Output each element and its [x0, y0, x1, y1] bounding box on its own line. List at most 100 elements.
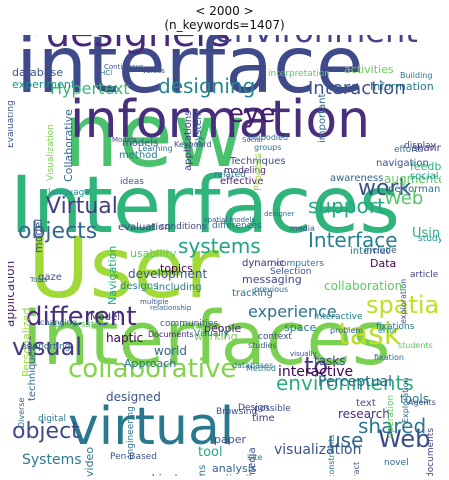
word-114: text — [356, 397, 376, 409]
word-30: use — [328, 428, 364, 452]
word-145: constraints — [327, 434, 336, 476]
word-69: Collaborative — [62, 108, 75, 182]
word-79: effective — [220, 175, 264, 187]
word-42: collaboration — [324, 278, 403, 293]
word-162: changing — [40, 318, 77, 328]
word-41: development — [128, 266, 208, 281]
word-10: Interaction — [308, 77, 406, 99]
word-139: Embodied — [248, 133, 289, 143]
word-112: documents — [426, 428, 436, 476]
word-51: tasks — [314, 353, 346, 368]
word-135: Visualization — [46, 124, 56, 182]
word-36: Perceptual — [318, 374, 393, 391]
word-94: problem — [330, 326, 364, 336]
word-70: Data — [370, 256, 397, 270]
word-44: experiment — [12, 77, 76, 91]
word-31: Web — [378, 424, 431, 453]
chart-title: < 2000 > — [195, 4, 254, 18]
word-13: Hypertext — [50, 79, 130, 99]
word-62: paper — [214, 432, 246, 446]
word-56: world — [154, 343, 188, 358]
word-171: relationship — [150, 304, 192, 313]
word-153: studies — [248, 341, 277, 351]
word-126: display — [404, 141, 436, 152]
word-71: internet — [350, 245, 390, 257]
word-72: article — [410, 270, 439, 281]
word-167: designer — [264, 210, 295, 219]
word-58: people — [204, 321, 242, 335]
word-4: User — [28, 218, 220, 317]
word-118: Selection — [270, 267, 312, 278]
word-5: interfaces — [22, 296, 391, 383]
word-23: visual — [12, 332, 82, 361]
word-46: Information — [370, 79, 434, 93]
word-168: spatial models — [204, 216, 255, 225]
word-19: different — [26, 301, 137, 332]
word-60: video — [83, 446, 96, 476]
word-53: designed — [106, 389, 161, 404]
word-146: Exploration — [401, 377, 410, 424]
word-152: Method — [246, 364, 277, 374]
word-cloud: interface new Interfaces User interfaces info… — [8, 35, 441, 476]
word-24: collaborative — [68, 353, 237, 384]
word-84: differences — [212, 221, 262, 232]
word-3: Interfaces — [10, 160, 400, 251]
word-2: new — [63, 84, 245, 188]
word-76: feedback — [410, 159, 441, 173]
word-99: context — [258, 332, 292, 343]
word-9: environment — [214, 35, 418, 47]
word-122: supporting — [22, 342, 71, 353]
word-172: Development — [8, 35, 62, 36]
word-6: information — [70, 89, 371, 150]
word-155: Models — [112, 136, 137, 145]
word-129: Techniques — [230, 155, 286, 167]
word-57: Approach — [124, 356, 177, 370]
word-154: Tools — [30, 276, 48, 285]
word-18: Interface — [308, 228, 398, 252]
word-1: interface — [16, 35, 364, 111]
word-85: topics — [160, 261, 193, 275]
word-73: include — [364, 246, 397, 257]
word-149: databases — [232, 361, 274, 371]
word-50: application — [8, 260, 17, 327]
word-107: Pen-Based — [110, 452, 157, 463]
word-59: working — [194, 329, 238, 343]
word-93: space — [284, 320, 317, 334]
word-77: social — [410, 170, 439, 182]
word-29: shared — [358, 414, 427, 438]
word-143: students — [398, 341, 433, 351]
word-82: evaluation — [118, 221, 171, 233]
word-45: activities — [344, 62, 394, 76]
word-113: site — [248, 453, 263, 463]
word-156: HCI — [100, 69, 113, 78]
word-161: multiple — [140, 298, 169, 307]
word-150: media — [290, 224, 315, 234]
word-133: models — [122, 137, 159, 149]
word-124: navigation — [376, 157, 429, 169]
word-86: usability — [130, 246, 177, 260]
word-64: subjects — [139, 473, 185, 476]
word-169: exploration — [399, 278, 408, 325]
word-151: previous — [254, 285, 289, 295]
word-14: work — [358, 176, 412, 202]
word-27: object — [12, 419, 80, 445]
word-68: model — [32, 218, 45, 253]
word-88: designs — [120, 280, 159, 292]
word-87: gaze — [38, 271, 62, 283]
word-163: possible — [254, 404, 291, 415]
word-116: Design — [238, 403, 270, 414]
word-109: teams — [197, 464, 208, 476]
word-90: messaging — [242, 272, 302, 286]
word-97: communities — [160, 319, 219, 330]
word-96: Visually — [194, 329, 229, 340]
word-98: Documents — [148, 330, 194, 340]
word-132: ideas — [120, 177, 144, 188]
word-147: interact — [352, 462, 361, 476]
word-34: Web — [384, 187, 424, 209]
chart-subtitle: (n_keywords=1407) — [164, 18, 285, 32]
word-55: Using — [412, 225, 441, 241]
word-142: Agents — [408, 398, 436, 408]
word-128: method — [119, 149, 158, 161]
word-61: tool — [198, 444, 223, 460]
